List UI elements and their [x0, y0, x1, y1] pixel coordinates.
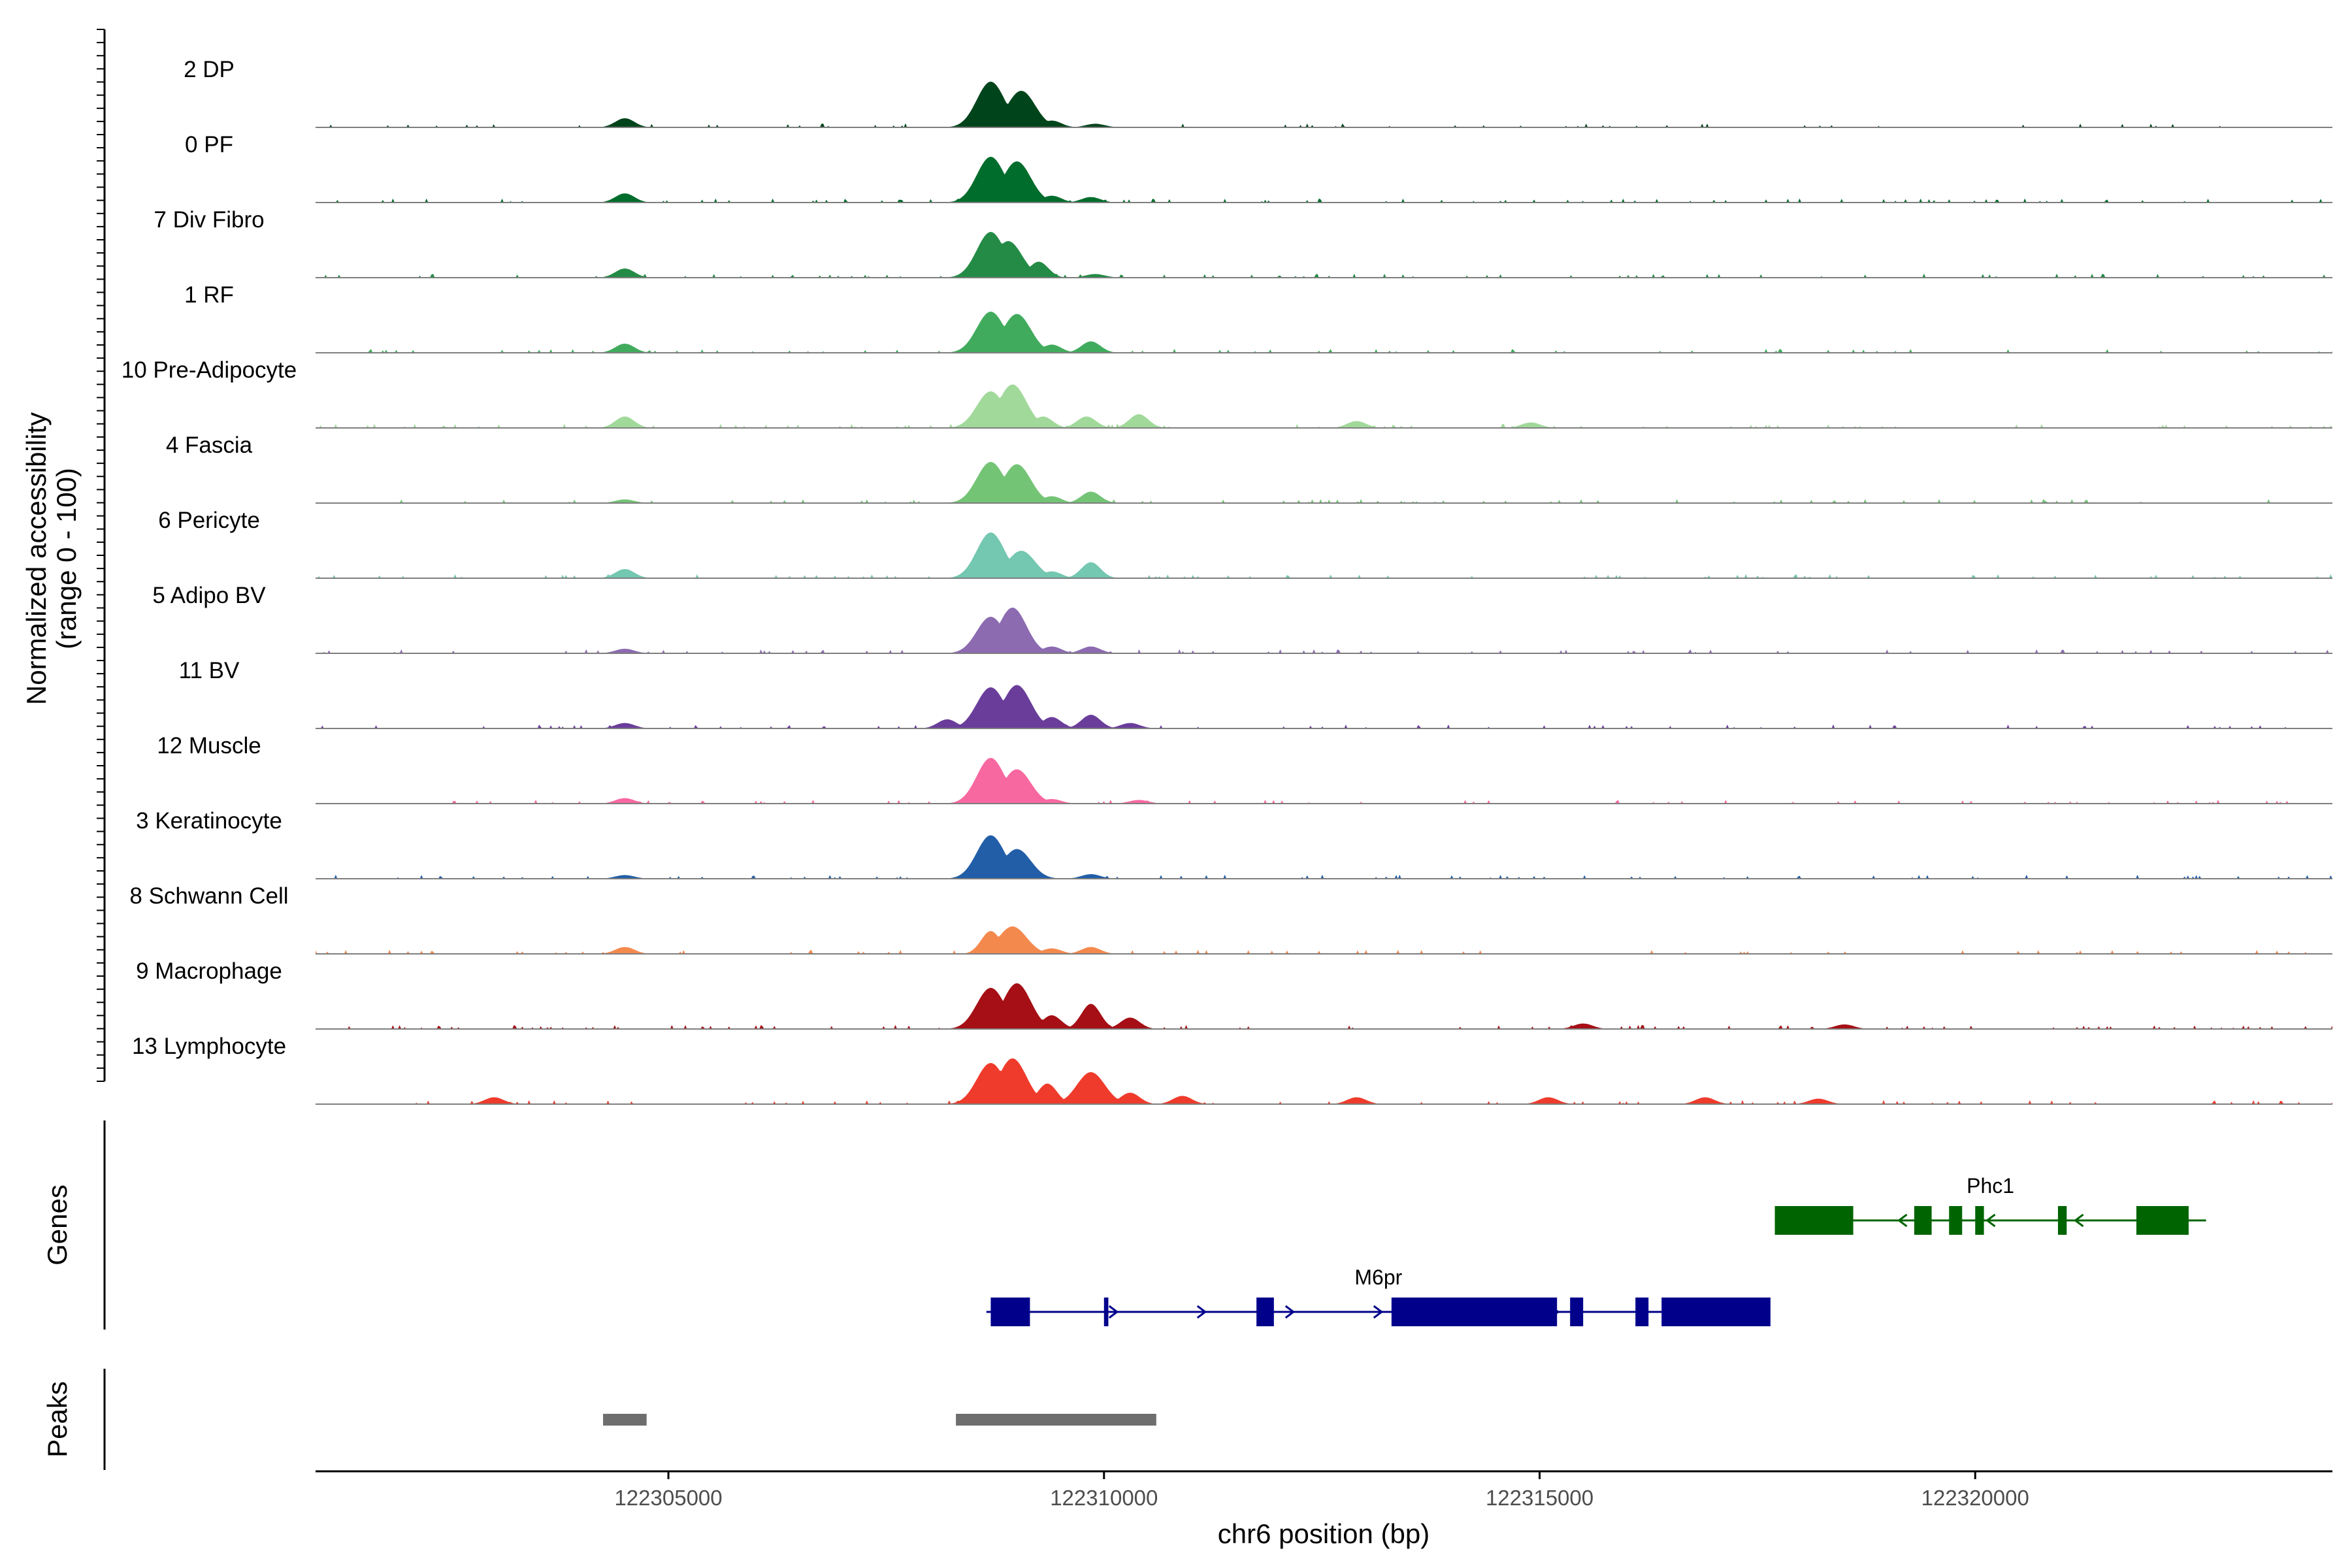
coverage-area — [316, 82, 2332, 127]
x-axis-label: chr6 position (bp) — [1218, 1518, 1430, 1549]
gene-exon — [990, 1298, 1030, 1326]
track-10-pre-adipocyte: 10 Pre-Adipocyte — [122, 357, 2332, 429]
track-12-muscle: 12 Muscle — [157, 733, 2332, 804]
track-label: 1 RF — [184, 282, 234, 308]
strand-arrow — [1108, 1305, 1119, 1319]
coverage-y-axis — [97, 29, 106, 1082]
track-label: 13 Lymphocyte — [132, 1034, 286, 1059]
x-tick-label: 122305000 — [614, 1486, 722, 1510]
coverage-area — [316, 312, 2332, 353]
x-tick-label: 122315000 — [1486, 1486, 1593, 1510]
peaks-panel: Peaks — [42, 1369, 1156, 1470]
gene-phc1: Phc1 — [1774, 1174, 2206, 1235]
coverage-area — [316, 232, 2332, 278]
strand-arrow — [1373, 1305, 1384, 1319]
strand-arrow — [2074, 1213, 2084, 1228]
track-label: 6 Pericyte — [158, 508, 260, 533]
gene-exon — [1661, 1298, 1771, 1326]
track-label: 9 Macrophage — [136, 958, 282, 984]
coverage-area — [316, 685, 2332, 728]
peak-region — [956, 1414, 1156, 1426]
x-tick-label: 122310000 — [1050, 1486, 1158, 1510]
peak-region — [603, 1414, 647, 1426]
gene-m6pr: M6pr — [986, 1266, 1771, 1326]
track-7-div-fibro: 7 Div Fibro — [154, 207, 2332, 278]
coverage-area — [316, 532, 2332, 578]
coverage-area — [316, 835, 2332, 879]
track-3-keratinocyte: 3 Keratinocyte — [136, 808, 2332, 879]
gene-exon — [1914, 1206, 1932, 1235]
gene-exon — [1256, 1298, 1274, 1326]
strand-arrow — [1897, 1213, 1908, 1228]
x-axis: 122305000 122310000 122315000 122320000 — [316, 1470, 2332, 1510]
gene-exon — [1103, 1298, 1109, 1326]
coverage-area — [316, 758, 2332, 804]
coverage-area — [316, 1058, 2332, 1104]
track-label: 8 Schwann Cell — [129, 883, 288, 909]
gene-exon — [1975, 1206, 1984, 1235]
track-label: 12 Muscle — [157, 733, 261, 759]
coverage-area — [316, 462, 2332, 503]
coverage-area — [316, 983, 2332, 1029]
track-label: 3 Keratinocyte — [136, 808, 282, 834]
track-label: 0 PF — [185, 132, 233, 157]
strand-arrow — [1196, 1305, 1207, 1319]
x-tick-label: 122320000 — [1921, 1486, 2029, 1510]
track-5-adipo-bv: 5 Adipo BV — [152, 583, 2332, 654]
track-label: 10 Pre-Adipocyte — [122, 357, 297, 383]
coverage-area — [316, 926, 2332, 954]
gene-name: M6pr — [1354, 1266, 1402, 1289]
track-1-rf: 1 RF — [184, 282, 2332, 353]
y-axis-label-line: (range 0 - 100) — [51, 468, 82, 649]
track-label: 2 DP — [184, 57, 235, 82]
peaks-track-label: Peaks — [42, 1381, 73, 1458]
gene-exon — [1570, 1298, 1584, 1326]
gene-exon — [1774, 1206, 1854, 1235]
gene-exon — [2136, 1206, 2189, 1235]
y-axis-label-line: Normalized accessibility — [21, 412, 52, 705]
coverage-area — [316, 157, 2332, 203]
genes-panel: Genes Phc1 M6pr — [42, 1120, 2206, 1330]
strand-arrow — [1284, 1305, 1296, 1319]
y-axis-label: Normalized accessibility(range 0 - 100) — [21, 412, 82, 705]
track-4-fascia: 4 Fascia — [166, 433, 2332, 504]
coverage-area — [316, 384, 2332, 428]
track-6-pericyte: 6 Pericyte — [158, 508, 2332, 579]
track-2-dp: 2 DP — [184, 57, 2332, 128]
gene-exon — [2057, 1206, 2067, 1235]
gene-exon — [1391, 1298, 1558, 1326]
track-label: 7 Div Fibro — [154, 207, 264, 233]
track-11-bv: 11 BV — [179, 658, 2332, 729]
track-13-lymphocyte: 13 Lymphocyte — [132, 1034, 2332, 1105]
track-9-macrophage: 9 Macrophage — [136, 958, 2332, 1030]
track-label: 11 BV — [179, 658, 240, 683]
gene-name: Phc1 — [1967, 1174, 2014, 1198]
strand-arrow — [1985, 1213, 1996, 1228]
track-0-pf: 0 PF — [185, 132, 2332, 203]
gene-exon — [1635, 1298, 1649, 1326]
gene-exon — [1949, 1206, 1963, 1235]
track-label: 4 Fascia — [166, 433, 253, 458]
track-label: 5 Adipo BV — [152, 583, 266, 608]
coverage-area — [316, 608, 2332, 653]
genes-track-label: Genes — [42, 1184, 73, 1266]
coverage-tracks: 2 DP 0 PF 7 Div Fibro 1 RF 10 Pre-Adipocyte 4… — [122, 57, 2332, 1105]
track-8-schwann-cell: 8 Schwann Cell — [129, 883, 2332, 955]
